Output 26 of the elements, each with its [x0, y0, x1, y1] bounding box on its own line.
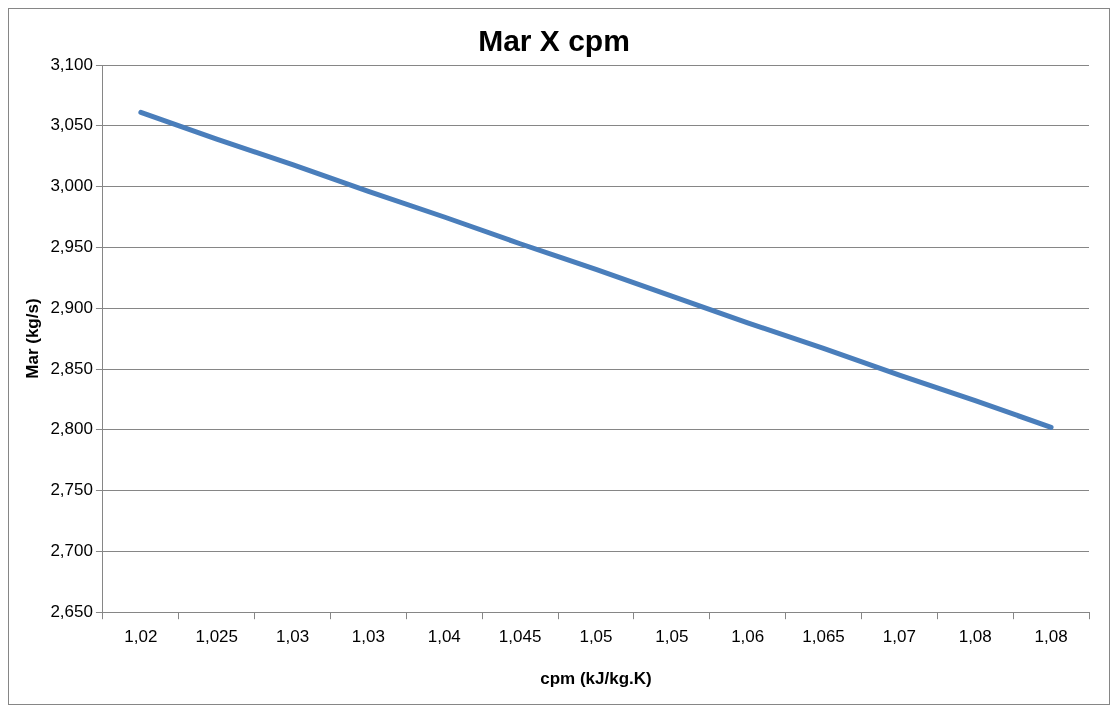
- x-tick-label: 1,05: [655, 627, 689, 647]
- x-axis-title: cpm (kJ/kg.K): [540, 669, 652, 689]
- chart-title: Mar X cpm: [478, 24, 630, 58]
- x-tick-label: 1,05: [579, 627, 613, 647]
- x-tick-label: 1,07: [882, 627, 916, 647]
- x-tick-label: 1,04: [427, 627, 461, 647]
- x-tick-label: 1,03: [276, 627, 310, 647]
- x-tick-label: 1,065: [802, 627, 845, 647]
- x-tick-label: 1,045: [498, 627, 542, 647]
- y-tick-label: 2,750: [50, 480, 93, 500]
- x-tick-label: 1,08: [958, 627, 992, 647]
- x-tick-label: 1,06: [731, 627, 765, 647]
- x-tick-label: 1,03: [351, 627, 385, 647]
- y-tick-label: 3,100: [50, 54, 93, 74]
- y-tick-label: 3,050: [50, 115, 93, 135]
- y-tick-label: 3,000: [50, 176, 93, 196]
- x-tick-label: 1,025: [195, 627, 238, 647]
- y-tick-label: 2,950: [50, 237, 93, 257]
- y-tick-label: 2,700: [50, 541, 93, 561]
- y-tick-label: 2,850: [50, 358, 93, 378]
- y-axis-title: Mar (kg/s): [22, 298, 42, 379]
- y-tick-label: 2,900: [50, 297, 93, 317]
- x-tick-label: 1,08: [1034, 627, 1068, 647]
- y-tick-label: 2,650: [50, 601, 93, 621]
- y-tick-label: 2,800: [50, 419, 93, 439]
- x-tick-label: 1,02: [124, 627, 158, 647]
